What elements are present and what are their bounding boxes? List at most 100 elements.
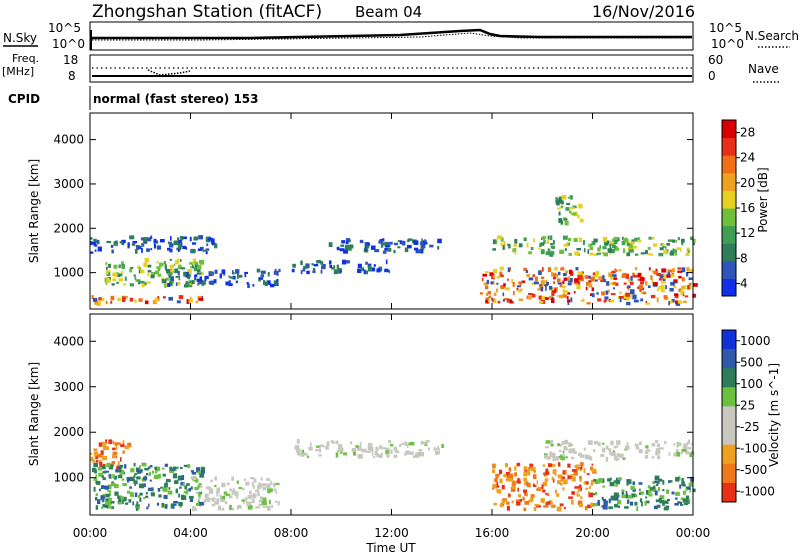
noise-tick-bottom: 10^0: [52, 37, 85, 51]
echo-cell: [568, 277, 573, 283]
echo-cell: [182, 482, 185, 487]
echo-cell: [147, 264, 152, 268]
echo-cell: [664, 441, 667, 444]
echo-cell: [196, 272, 202, 275]
echo-cell: [551, 476, 554, 481]
echo-cell: [159, 262, 164, 267]
echo-cell: [623, 237, 628, 242]
echo-cell: [577, 487, 581, 492]
echo-cell: [494, 485, 500, 488]
echo-cell: [612, 249, 615, 254]
echo-cell: [673, 279, 678, 284]
echo-cell: [113, 475, 117, 480]
echo-cell: [175, 488, 179, 494]
colorbar-tick-label: -100: [740, 441, 767, 455]
echo-cell: [101, 499, 105, 503]
echo-cell: [385, 450, 390, 455]
echo-cell: [617, 477, 622, 480]
echo-cell: [586, 302, 591, 305]
echo-cell: [337, 268, 342, 272]
echo-cell: [531, 282, 536, 285]
echo-cell: [655, 268, 658, 273]
echo-cell: [677, 270, 683, 273]
echo-cell: [121, 478, 125, 481]
echo-cell: [528, 295, 532, 300]
echo-cell: [321, 263, 326, 267]
echo-cell: [610, 276, 614, 280]
echo-cell: [343, 249, 348, 254]
echo-cell: [104, 277, 108, 283]
echo-cell: [262, 487, 267, 491]
echo-cell: [603, 279, 606, 283]
echo-cell: [656, 273, 662, 276]
echo-cell: [238, 274, 243, 278]
echo-cell: [591, 287, 594, 292]
echo-cell: [117, 495, 122, 499]
echo-cell: [596, 252, 601, 255]
echo-cell: [629, 243, 633, 249]
echo-cell: [564, 248, 567, 251]
echo-cell: [658, 252, 664, 257]
echo-cell: [551, 463, 556, 467]
colorbar-segment: [722, 482, 736, 503]
echo-cell: [134, 299, 137, 304]
echo-cell: [533, 483, 535, 487]
echo-cell: [549, 451, 552, 457]
echo-cell: [688, 498, 691, 503]
echo-cell: [193, 236, 199, 241]
echo-cell: [198, 492, 201, 497]
echo-cell: [667, 498, 670, 502]
echo-cell: [122, 496, 127, 501]
echo-cell: [178, 501, 183, 507]
echo-cell: [679, 484, 682, 489]
echo-cell: [127, 242, 130, 247]
echo-cell: [560, 268, 565, 271]
echo-cell: [534, 485, 537, 487]
noise-tick-top: 10^5: [48, 21, 81, 35]
echo-cell: [180, 482, 185, 486]
echo-cell: [223, 491, 228, 495]
echo-cell: [129, 486, 132, 489]
echo-cell: [247, 505, 253, 510]
echo-cell: [276, 279, 279, 283]
echo-cell: [667, 239, 673, 242]
echo-cell: [326, 441, 330, 446]
echo-cell: [585, 281, 589, 286]
echo-cell: [228, 275, 230, 278]
echo-cell: [688, 439, 691, 444]
echo-cell: [385, 245, 390, 248]
echo-cell: [686, 267, 690, 272]
echo-cell: [638, 449, 643, 454]
echo-cell: [122, 483, 128, 487]
echo-cell: [198, 281, 203, 285]
echo-cell: [681, 286, 685, 290]
echo-cell: [588, 283, 593, 288]
echo-cell: [296, 439, 300, 444]
echo-cell: [192, 242, 197, 245]
echo-cell: [558, 462, 561, 467]
echo-cell: [208, 281, 211, 285]
echo-cell: [676, 294, 679, 299]
echo-cell: [199, 473, 205, 478]
echo-cell: [158, 494, 162, 498]
echo-cell: [496, 276, 501, 279]
echo-cell: [546, 493, 550, 496]
echo-cell: [210, 497, 216, 500]
echo-cell: [601, 497, 604, 500]
echo-cell: [662, 479, 665, 485]
echo-cell: [93, 486, 96, 492]
echo-cell: [605, 297, 608, 301]
echo-cell: [479, 292, 483, 295]
echo-cell: [689, 488, 691, 493]
echo-cell: [541, 498, 545, 504]
echo-cell: [659, 495, 665, 499]
echo-cell: [154, 297, 159, 302]
echo-cell: [376, 268, 381, 273]
colorbar-tick-label: 500: [740, 355, 763, 369]
echo-cell: [336, 269, 342, 274]
echo-cell: [208, 237, 213, 241]
echo-cell: [100, 450, 104, 456]
echo-cell: [676, 247, 682, 250]
echo-cell: [121, 263, 125, 269]
echo-cell: [626, 442, 629, 447]
